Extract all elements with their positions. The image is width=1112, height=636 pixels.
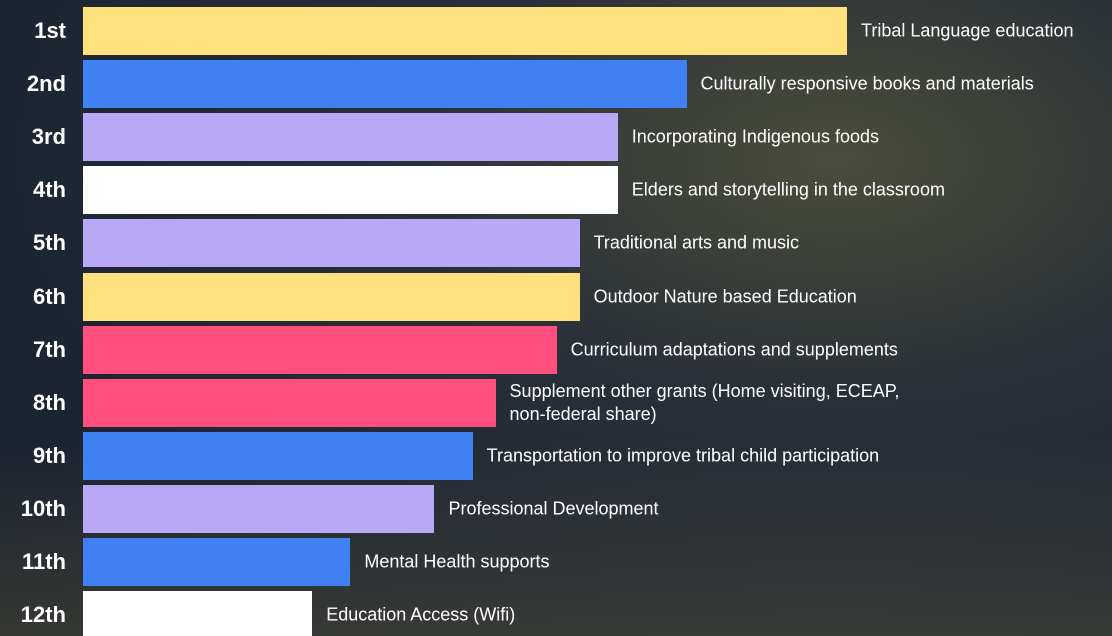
rank-label: 2nd [0, 60, 66, 108]
rank-label: 1st [0, 7, 66, 55]
bar-label: Professional Development [448, 497, 658, 520]
rank-label: 12th [0, 591, 66, 636]
rank-label: 7th [0, 326, 66, 374]
bar [83, 432, 473, 480]
bar-label: Traditional arts and music [594, 232, 799, 255]
bar-label: Transportation to improve tribal child p… [487, 444, 880, 467]
bar [83, 538, 350, 586]
bar [83, 60, 687, 108]
bar-label: Incorporating Indigenous foods [632, 126, 879, 149]
bar-label: Education Access (Wifi) [326, 604, 515, 627]
bar [83, 113, 618, 161]
bar-label: Mental Health supports [364, 551, 549, 574]
bar-label: Curriculum adaptations and supplements [571, 338, 898, 361]
rank-label: 11th [0, 538, 66, 586]
bar [83, 379, 496, 427]
rank-label: 3rd [0, 113, 66, 161]
bar-label: Elders and storytelling in the classroom [632, 179, 945, 202]
bar [83, 485, 434, 533]
bar-label: Supplement other grants (Home visiting, … [510, 380, 910, 426]
rank-label: 5th [0, 219, 66, 267]
rank-label: 4th [0, 166, 66, 214]
chart: 1st Tribal Language education 2nd Culturall… [0, 0, 1112, 636]
bar [83, 7, 847, 55]
rank-label: 9th [0, 432, 66, 480]
rank-label: 10th [0, 485, 66, 533]
bar-label: Tribal Language education [861, 20, 1074, 43]
rank-label: 8th [0, 379, 66, 427]
bar-label: Culturally responsive books and material… [701, 73, 1034, 96]
bar [83, 273, 580, 321]
bar-label: Outdoor Nature based Education [594, 285, 857, 308]
bar [83, 326, 557, 374]
rank-label: 6th [0, 273, 66, 321]
bar [83, 166, 618, 214]
bar [83, 591, 312, 636]
bar [83, 219, 580, 267]
